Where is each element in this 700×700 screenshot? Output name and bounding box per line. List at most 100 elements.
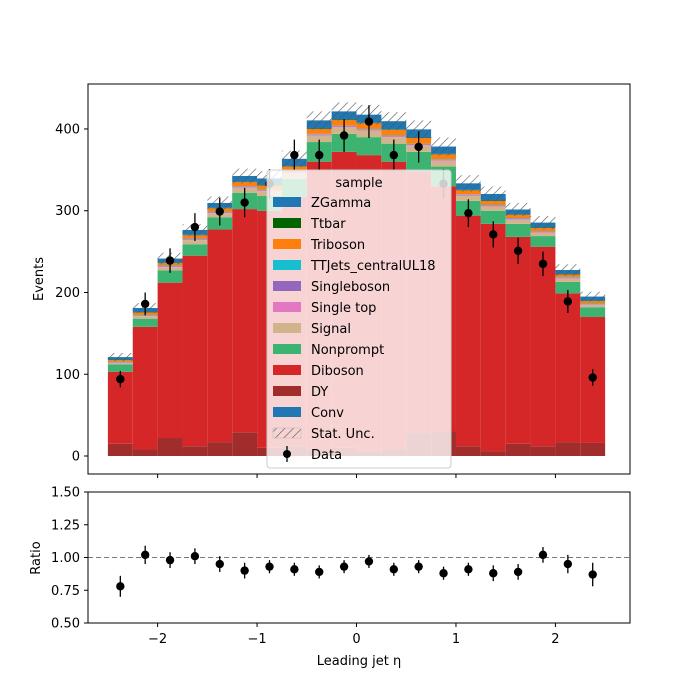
bar-triboson	[530, 227, 556, 232]
bar-nonprompt	[480, 210, 506, 224]
stat-unc-band	[381, 112, 407, 131]
y-tick-label: 0.75	[51, 584, 80, 599]
bar-single-top	[232, 187, 258, 188]
bar-diboson	[182, 255, 208, 447]
legend-swatch-triboson	[273, 239, 301, 249]
bar-signal	[431, 160, 456, 167]
bar-triboson	[431, 154, 456, 160]
bar-single-top	[306, 134, 332, 136]
bar-nonprompt	[580, 307, 606, 318]
bar-signal	[455, 196, 481, 201]
bar-diboson	[132, 326, 158, 450]
bar-single-top	[381, 136, 407, 138]
legend-label-data: Data	[311, 448, 342, 463]
ratio-y-ticks: 0.50 0.75 1.00 1.25 1.50	[51, 486, 88, 632]
stat-unc-band	[107, 352, 133, 362]
bar-nonprompt	[555, 281, 581, 294]
y-tick-label: 400	[55, 122, 80, 137]
legend-label-stat-unc: Stat. Unc.	[311, 427, 375, 442]
x-tick-label: −2	[148, 632, 167, 647]
stat-unc-band	[555, 264, 581, 276]
bar-diboson	[157, 282, 183, 439]
ratio-point	[364, 557, 374, 566]
y-tick-label: 100	[55, 368, 80, 383]
stat-unc-band	[431, 137, 456, 156]
bar-dy	[580, 442, 606, 457]
legend: sample ZGamma Ttbar Triboson TTJets_centralU…	[266, 169, 452, 469]
bar-single-top	[530, 231, 556, 233]
legend-label-singleboson: Singleboson	[311, 280, 390, 295]
bar-signal	[530, 232, 556, 237]
bar-dy	[157, 438, 183, 457]
bar-diboson	[207, 229, 233, 443]
y-tick-label: 1.00	[51, 551, 80, 566]
ratio-point	[538, 550, 548, 560]
bar-nonprompt	[530, 236, 556, 247]
data-point	[489, 230, 498, 239]
ratio-point	[116, 582, 125, 591]
data-point	[389, 150, 399, 160]
bar-signal	[182, 240, 208, 245]
legend-label-ttjets-centralul18: TTJets_centralUL18	[310, 259, 436, 274]
bar-dy	[480, 451, 506, 457]
ratio-point	[563, 559, 573, 569]
legend-swatch-ttjets-centralul18	[273, 260, 301, 270]
bar-dy	[555, 442, 581, 457]
y-tick-label: 1.50	[51, 486, 80, 501]
ratio-point	[215, 559, 224, 569]
bar-triboson	[381, 129, 407, 136]
ratio-point	[439, 569, 448, 578]
data-point	[538, 259, 548, 269]
bar-dy	[455, 446, 481, 457]
legend-swatch-diboson	[273, 365, 301, 375]
legend-swatch-conv	[273, 407, 301, 417]
bar-diboson	[480, 223, 506, 452]
data-point	[414, 142, 423, 152]
bar-dy	[107, 443, 133, 457]
ratio-point	[315, 567, 324, 577]
legend-box	[266, 169, 452, 469]
x-tick-label: 1	[452, 632, 460, 647]
data-point	[240, 198, 249, 207]
legend-label-zgamma: ZGamma	[311, 196, 371, 211]
bar-dy	[530, 446, 556, 457]
legend-label-triboson: Triboson	[310, 238, 365, 253]
ratio-point	[414, 562, 423, 571]
ratio-point	[290, 565, 299, 574]
stat-unc-band	[406, 120, 432, 139]
bar-nonprompt	[356, 137, 382, 156]
y-tick-label: 0.50	[51, 617, 80, 632]
bar-signal	[580, 304, 606, 308]
stat-unc-band	[580, 291, 606, 302]
bar-signal	[306, 135, 332, 143]
stat-unc-band	[530, 216, 556, 230]
data-point	[364, 117, 374, 126]
bar-dy	[207, 442, 233, 457]
main-plot-frame	[87, 83, 631, 475]
x-tick-label: −1	[247, 632, 266, 647]
ratio-x-axis-label: Leading jet η	[317, 654, 402, 669]
legend-label-ttbar: Ttbar	[310, 217, 346, 232]
legend-swatch-single-top	[273, 302, 301, 312]
bar-signal	[132, 316, 158, 319]
legend-swatch-dy	[273, 386, 301, 396]
bar-nonprompt	[107, 364, 133, 372]
bar-triboson	[580, 301, 606, 304]
ratio-point	[464, 565, 473, 574]
y-tick-label: 300	[55, 204, 80, 219]
ratio-point	[588, 570, 597, 579]
legend-swatch-stat-unc	[272, 427, 302, 439]
ratio-point	[489, 569, 498, 578]
stat-unc-band	[505, 202, 531, 217]
data-point	[190, 222, 200, 232]
stat-unc-band	[455, 175, 481, 192]
data-point	[290, 150, 299, 160]
bar-single-top	[480, 205, 506, 207]
legend-swatch-ttbar	[273, 218, 301, 228]
main-y-axis-label: Events	[32, 257, 47, 301]
x-tick-label: 2	[551, 632, 559, 647]
data-point	[315, 150, 324, 160]
bar-triboson	[505, 214, 531, 219]
bar-dy	[132, 449, 158, 457]
